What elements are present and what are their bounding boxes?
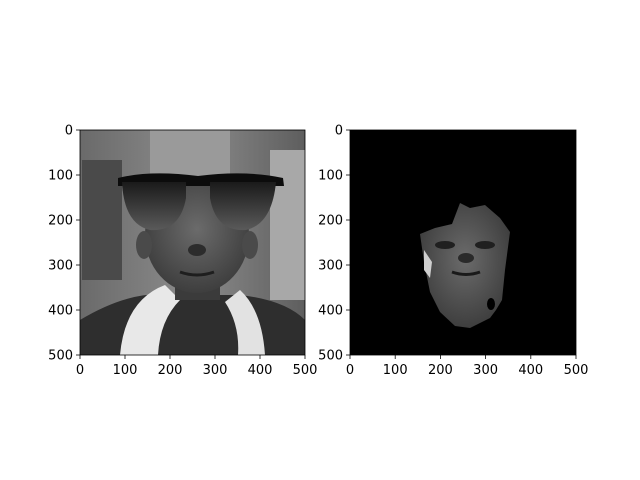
y-tick-label: 300: [48, 259, 73, 274]
x-tick-label: 100: [383, 363, 408, 378]
x-tick-label: 0: [76, 363, 84, 378]
y-tick-label: 400: [48, 304, 73, 319]
x-tick-label: 300: [473, 363, 498, 378]
x-tick-label: 400: [248, 363, 273, 378]
x-tick-label: 400: [518, 363, 543, 378]
x-tick-label: 500: [293, 363, 318, 378]
x-tick-label: 0: [346, 363, 354, 378]
sunglasses-overlay: [118, 173, 284, 231]
y-tick-label: 400: [318, 304, 343, 319]
y-tick-label: 300: [318, 259, 343, 274]
y-tick-label: 0: [65, 124, 73, 139]
x-tick-label: 200: [158, 363, 183, 378]
y-tick-label: 0: [335, 124, 343, 139]
x-tick-label: 300: [203, 363, 228, 378]
image-panel-1: [80, 130, 305, 355]
y-tick-label: 100: [48, 169, 73, 184]
y-tick-label: 200: [318, 214, 343, 229]
x-tick-label: 500: [564, 363, 589, 378]
y-tick-label: 500: [48, 349, 73, 364]
x-tick-label: 200: [428, 363, 453, 378]
y-tick-label: 200: [48, 214, 73, 229]
y-tick-label: 500: [318, 349, 343, 364]
axes-frame-1: [79, 129, 306, 356]
y-tick-label: 100: [318, 169, 343, 184]
image-panel-2: [350, 130, 576, 355]
x-tick-label: 100: [113, 363, 138, 378]
axes-frame-2: [349, 129, 577, 356]
